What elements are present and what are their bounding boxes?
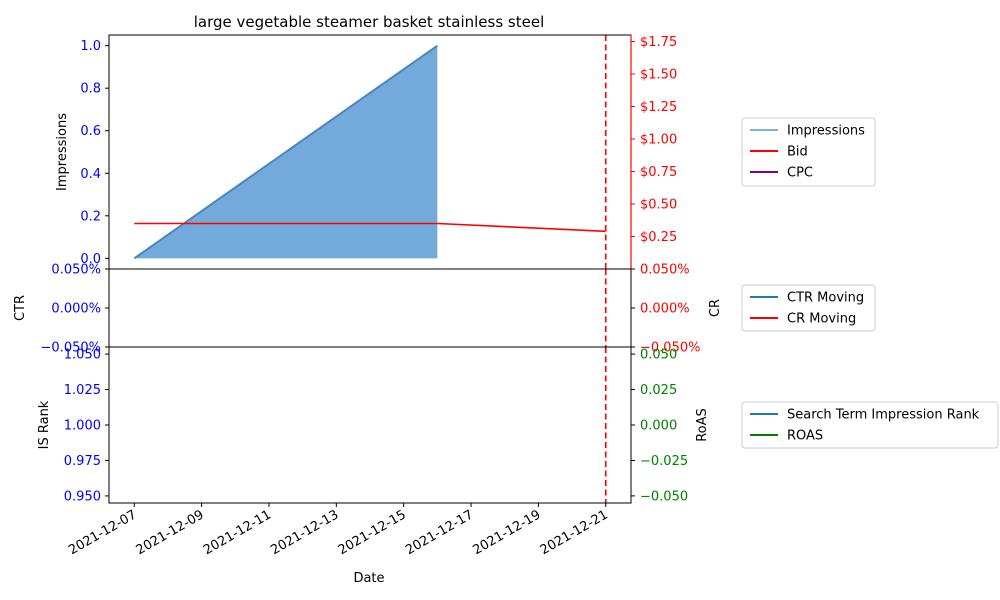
left-axis-label: Impressions bbox=[55, 113, 70, 191]
right-tick-label: 0.050% bbox=[640, 263, 690, 278]
x-tick-label: 2021-12-11 bbox=[201, 507, 274, 558]
legend-middle: CTR Moving CR Moving bbox=[741, 284, 876, 332]
chart-panels: 0.0 0.2 0.4 0.6 0.8 1.0 $0.25 $0.50 $0.75 $1.00 $1… bbox=[13, 34, 723, 504]
left-tick-label: −0.050% bbox=[41, 341, 101, 356]
x-axis-label: Date bbox=[353, 571, 384, 586]
panel-bottom: 0.950 0.975 1.000 1.025 1.050 −0.050 −0.025 0.0… bbox=[37, 346, 710, 504]
legend-label-search-term-impression-rank: Search Term Impression Rank bbox=[787, 408, 980, 423]
right-tick-label: 0.050 bbox=[640, 348, 677, 363]
x-tick-label: 2021-12-19 bbox=[470, 507, 543, 558]
chart-title: large vegetable steamer basket stainless… bbox=[194, 13, 545, 31]
right-tick-label: $1.75 bbox=[640, 35, 677, 50]
legend-label-cpc: CPC bbox=[787, 166, 813, 181]
left-axis-label: CTR bbox=[13, 295, 28, 321]
panel-middle: −0.050% 0.000% 0.050% −0.050% 0.000% 0.050% CT… bbox=[13, 263, 723, 356]
right-tick-label: $0.75 bbox=[640, 165, 677, 180]
legend-label-bid: Bid bbox=[787, 145, 808, 160]
chart-legends: Impressions Bid CPC CTR Moving CR Moving Sear… bbox=[741, 117, 999, 449]
left-tick-label: 0.975 bbox=[64, 454, 101, 469]
plot-frame bbox=[108, 346, 632, 504]
x-tick-label: 2021-12-17 bbox=[403, 507, 476, 558]
right-tick-label: 0.000 bbox=[640, 419, 677, 434]
right-tick-label: $0.25 bbox=[640, 230, 677, 245]
left-tick-label: 0.0 bbox=[80, 252, 101, 267]
series-bid-line bbox=[134, 222, 606, 233]
left-tick-label: 0.2 bbox=[80, 209, 101, 224]
x-tick-label: 2021-12-13 bbox=[268, 507, 341, 558]
right-tick-label: −0.050% bbox=[640, 341, 700, 356]
x-tick-label: 2021-12-09 bbox=[134, 507, 207, 558]
plot-frame bbox=[108, 268, 632, 348]
x-tick-label: 2021-12-07 bbox=[66, 507, 139, 558]
legend-label-ctr-moving: CTR Moving bbox=[787, 291, 864, 306]
x-tick-label: 2021-12-21 bbox=[538, 507, 611, 558]
legend-label-roas: ROAS bbox=[787, 429, 823, 444]
left-tick-label: 1.000 bbox=[64, 419, 101, 434]
left-tick-label: 0.4 bbox=[80, 167, 101, 182]
right-tick-label: $0.50 bbox=[640, 198, 677, 213]
x-axis: 2021-12-072021-12-092021-12-112021-12-13… bbox=[66, 503, 611, 558]
right-tick-label: 0.025 bbox=[640, 383, 677, 398]
left-tick-label: 1.050 bbox=[64, 348, 101, 363]
left-tick-label: 0.8 bbox=[80, 82, 101, 97]
right-axis-label: RoAS bbox=[695, 408, 710, 442]
right-tick-label: $1.50 bbox=[640, 68, 677, 83]
left-tick-label: 0.950 bbox=[64, 489, 101, 504]
right-tick-label: $1.00 bbox=[640, 133, 677, 148]
left-axis-label: IS Rank bbox=[37, 400, 52, 449]
legend-label-cr-moving: CR Moving bbox=[787, 312, 856, 327]
legend-label-impressions: Impressions bbox=[787, 124, 865, 139]
panel-top: 0.0 0.2 0.4 0.6 0.8 1.0 $0.25 $0.50 $0.75 $1.00 $1… bbox=[55, 34, 677, 270]
right-tick-label: 0.000% bbox=[640, 302, 690, 317]
left-tick-label: 0.050% bbox=[51, 263, 101, 278]
left-tick-label: 0.6 bbox=[80, 124, 101, 139]
legend-top: Impressions Bid CPC bbox=[741, 117, 876, 187]
right-tick-label: $1.25 bbox=[640, 100, 677, 115]
legend-frame bbox=[741, 117, 876, 187]
left-tick-label: 1.0 bbox=[80, 39, 101, 54]
right-tick-label: −0.025 bbox=[640, 454, 688, 469]
right-axis-label: CR bbox=[708, 299, 723, 317]
legend-frame bbox=[741, 401, 999, 449]
left-tick-label: 0.000% bbox=[51, 302, 101, 317]
legend-bottom: Search Term Impression Rank ROAS bbox=[741, 401, 999, 449]
left-tick-label: 1.025 bbox=[64, 383, 101, 398]
right-tick-label: −0.050 bbox=[640, 489, 688, 504]
x-tick-label: 2021-12-15 bbox=[336, 507, 409, 558]
